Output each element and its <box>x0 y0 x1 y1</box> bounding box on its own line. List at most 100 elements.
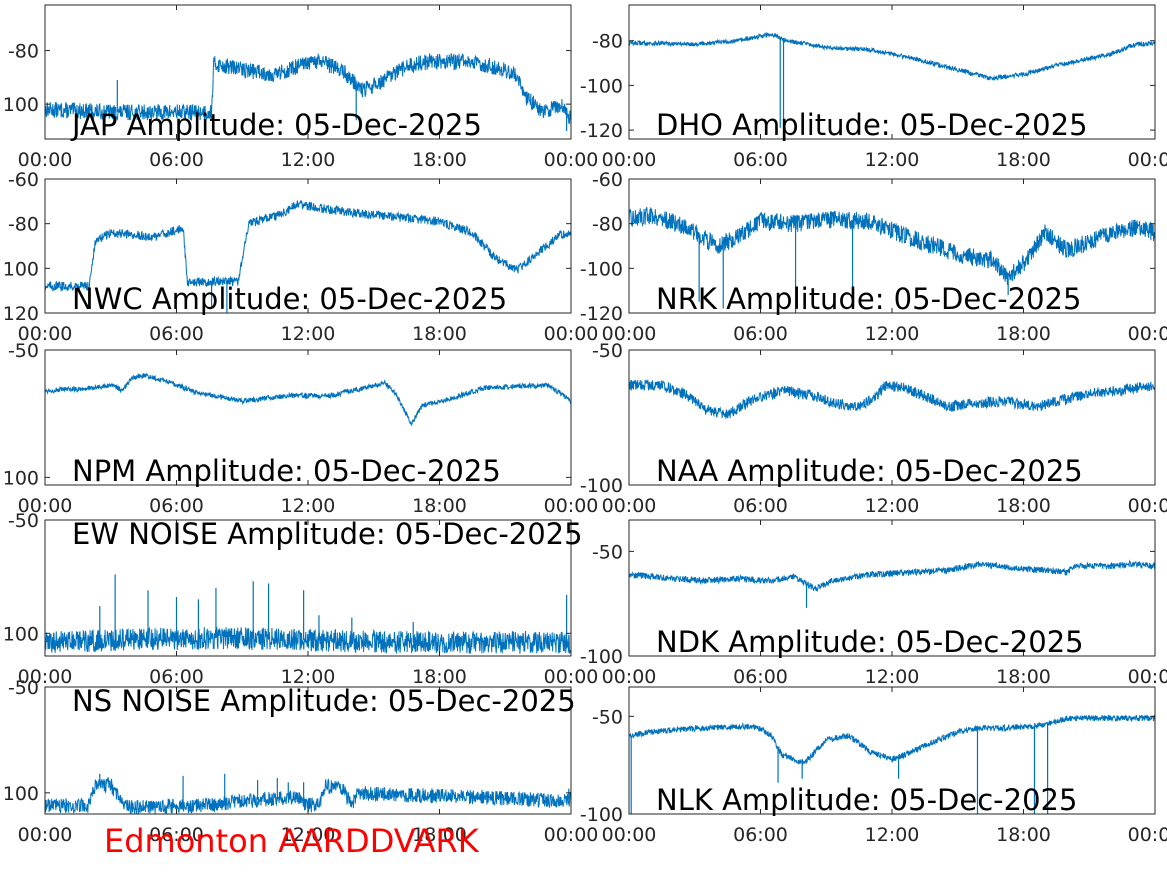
chart-title: NDK Amplitude: 05-Dec-2025 <box>656 625 1084 659</box>
y-tick-label: 100 <box>3 258 39 280</box>
chart-title: NLK Amplitude: 05-Dec-2025 <box>656 783 1077 817</box>
y-tick-label: -50 <box>592 541 623 563</box>
x-tick-label: 18:00 <box>412 149 467 171</box>
y-tick-label: -80 <box>592 31 623 53</box>
y-tick-label: 100 <box>3 623 39 645</box>
x-tick-label: 12:00 <box>865 666 920 688</box>
x-tick-label: 06:00 <box>149 666 204 688</box>
amplitude-trace <box>629 714 1155 766</box>
chart-panel: -80 -100 -120 00:00 06:00 12:00 18:00 00:00 DHO … <box>580 4 1167 171</box>
x-tick-label: 18:00 <box>412 666 467 688</box>
amplitude-trace <box>629 559 1155 593</box>
x-tick-label: 12:00 <box>281 666 336 688</box>
x-tick-label: 00:00 <box>1128 666 1167 688</box>
x-tick-label: 00:00 <box>602 495 657 517</box>
x-tick-label: 06:00 <box>149 495 204 517</box>
y-tick-label: -120 <box>580 120 623 142</box>
x-tick-label: 00:00 <box>602 323 657 345</box>
y-tick-label: -80 <box>8 41 39 63</box>
x-tick-label: 00:00 <box>602 149 657 171</box>
chart-title: EW NOISE Amplitude: 05-Dec-2025 <box>72 517 583 551</box>
y-tick-label: 120 <box>3 303 39 325</box>
chart-panel: -60-80-100-12000:0006:0012:0018:0000:00N… <box>580 169 1167 345</box>
x-tick-label: 00:00 <box>602 666 657 688</box>
chart-title: NWC Amplitude: 05-Dec-2025 <box>72 282 507 316</box>
x-tick-label: 00:00 <box>544 323 599 345</box>
chart-title: NRK Amplitude: 05-Dec-2025 <box>656 282 1081 316</box>
y-tick-label: -100 <box>580 258 623 280</box>
x-tick-label: 18:00 <box>412 824 467 846</box>
x-tick-label: 00:00 <box>544 666 599 688</box>
x-tick-label: 12:00 <box>281 323 336 345</box>
y-tick-label: -80 <box>8 214 39 236</box>
x-tick-label: 00:00 <box>18 824 73 846</box>
chart-title: DHO Amplitude: 05-Dec-2025 <box>656 108 1088 142</box>
x-tick-label: 06:00 <box>733 149 788 171</box>
x-tick-label: 12:00 <box>281 149 336 171</box>
x-tick-label: 00:00 <box>602 824 657 846</box>
amplitude-trace <box>629 378 1155 419</box>
x-tick-label: 00:00 <box>544 824 599 846</box>
x-tick-label: 12:00 <box>865 323 920 345</box>
x-tick-label: 18:00 <box>996 666 1051 688</box>
amplitude-trace <box>45 53 571 125</box>
y-tick-label: -50 <box>8 677 39 699</box>
x-tick-label: 06:00 <box>149 824 204 846</box>
y-tick-label: 100 <box>3 783 39 805</box>
x-tick-label: 06:00 <box>733 495 788 517</box>
x-tick-label: 12:00 <box>865 149 920 171</box>
y-tick-label: -80 <box>592 214 623 236</box>
chart-panel: -50 100 00:00 06:00 12:00 18:00 00:00 NPM Ampli… <box>3 340 599 517</box>
y-tick-label: -50 <box>8 340 39 362</box>
y-tick-label: -100 <box>580 75 623 97</box>
station-label: Edmonton AARDDVARK <box>104 822 479 860</box>
x-tick-label: 18:00 <box>996 323 1051 345</box>
chart-panel: -80 100 00:00 06:00 12:00 18:00 00:00 JAP Ampli… <box>3 4 599 171</box>
y-tick-label: -50 <box>592 706 623 728</box>
x-tick-label: 06:00 <box>733 666 788 688</box>
x-tick-label: 00:00 <box>1128 323 1167 345</box>
y-tick-label: -50 <box>592 340 623 362</box>
x-tick-label: 00:00 <box>18 149 73 171</box>
x-tick-label: 06:00 <box>733 824 788 846</box>
x-tick-label: 18:00 <box>996 495 1051 517</box>
y-tick-label: 100 <box>3 94 39 116</box>
x-tick-label: 06:00 <box>149 149 204 171</box>
amplitude-trace <box>45 626 571 654</box>
y-tick-label: 100 <box>3 467 39 489</box>
chart-title: NS NOISE Amplitude: 05-Dec-2025 <box>72 684 576 718</box>
chart-title: JAP Amplitude: 05-Dec-2025 <box>70 108 482 142</box>
x-tick-label: 00:00 <box>18 495 73 517</box>
y-tick-label: -60 <box>8 169 39 191</box>
x-tick-label: 12:00 <box>281 824 336 846</box>
y-tick-label: -100 <box>580 646 623 668</box>
amplitude-trace <box>629 206 1155 285</box>
y-tick-label: -60 <box>592 169 623 191</box>
x-tick-label: 00:00 <box>544 495 599 517</box>
chart-panel: -50 100 00:00 06:00 12:00 18:00 00:00 NS NOISE … <box>3 677 599 846</box>
amplitude-trace <box>45 372 571 427</box>
x-tick-label: 12:00 <box>865 495 920 517</box>
x-tick-label: 00:00 <box>18 666 73 688</box>
y-tick-label: -50 <box>8 510 39 532</box>
x-tick-label: 00:00 <box>1128 495 1167 517</box>
x-tick-label: 18:00 <box>412 495 467 517</box>
chart-title: NPM Amplitude: 05-Dec-2025 <box>72 454 501 488</box>
amplitude-trace <box>45 777 571 814</box>
x-tick-label: 00:00 <box>544 149 599 171</box>
x-tick-label: 18:00 <box>996 149 1051 171</box>
x-tick-label: 06:00 <box>733 323 788 345</box>
y-tick-label: -100 <box>580 475 623 497</box>
amplitude-trace <box>45 199 571 293</box>
amplitude-trace <box>629 31 1155 81</box>
x-tick-label: 12:00 <box>865 824 920 846</box>
y-tick-label: -120 <box>580 303 623 325</box>
x-tick-label: 00:00 <box>1128 149 1167 171</box>
x-tick-label: 18:00 <box>996 824 1051 846</box>
x-tick-label: 00:00 <box>18 323 73 345</box>
